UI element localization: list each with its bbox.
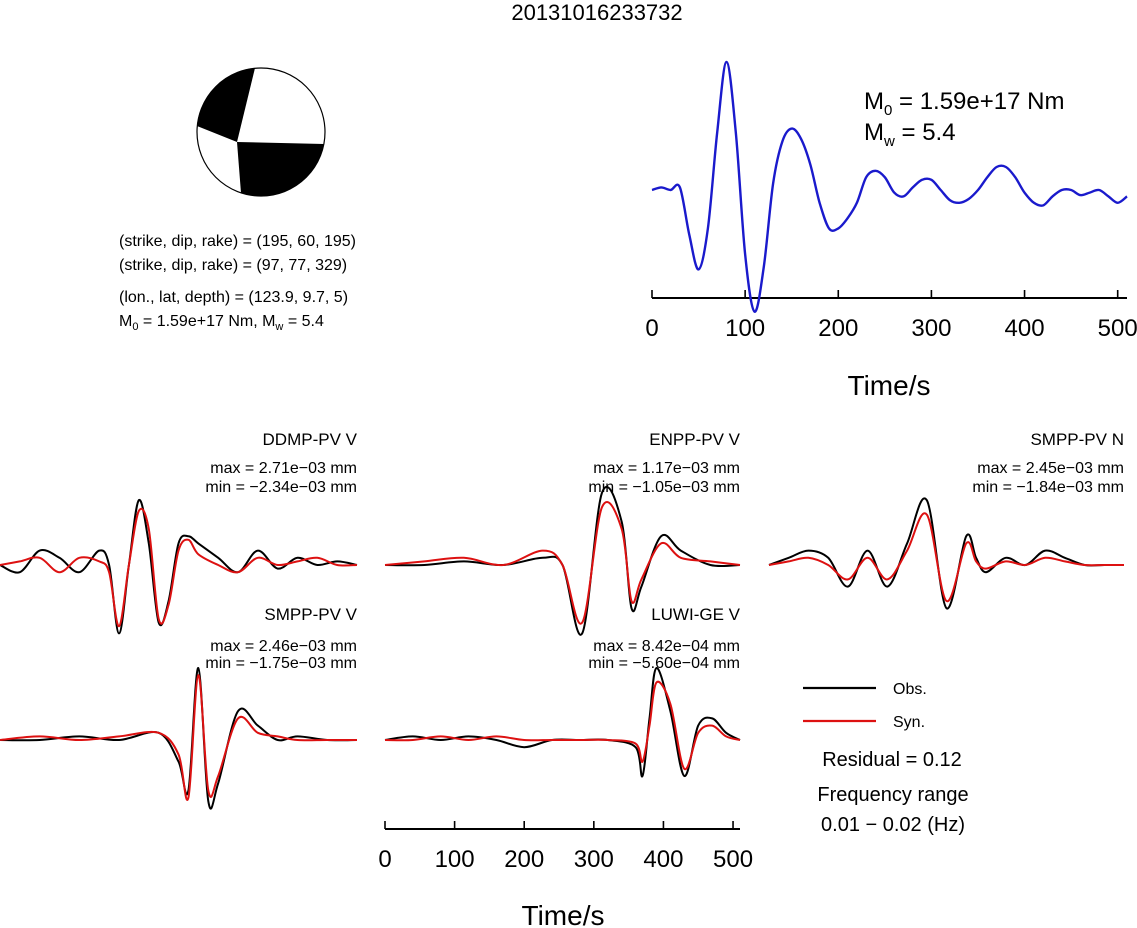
nodal-plane-2: (strike, dip, rake) = (97, 77, 329) — [119, 257, 347, 274]
synthetic-trace — [0, 674, 357, 801]
synthetic-trace — [768, 512, 1124, 603]
station-max: max = 1.17e−03 mm — [593, 460, 740, 477]
stf-tick-label: 400 — [1005, 315, 1045, 342]
waveform-tick-label: 300 — [574, 846, 614, 873]
station-max: max = 2.45e−03 mm — [977, 460, 1124, 477]
station-max: max = 2.71e−03 mm — [210, 460, 357, 477]
stf-x-label: Time/s — [848, 370, 931, 401]
observed-trace — [0, 499, 358, 635]
frequency-range-value: 0.01 − 0.02 (Hz) — [821, 814, 965, 836]
stf-tick-label: 300 — [911, 315, 951, 342]
legend: Obs. Syn. — [803, 681, 927, 731]
moment-summary: M0 = 1.59e+17 Nm, Mw = 5.4 — [119, 313, 324, 333]
observed-trace — [384, 666, 741, 778]
waveform-tick-label: 500 — [713, 846, 753, 873]
beachball-quadrant-lower — [237, 142, 324, 197]
station-label: ENPP-PV V — [649, 430, 740, 449]
beachball-quadrant-upper — [197, 68, 255, 142]
station-label: SMPP-PV N — [1030, 430, 1124, 449]
observed-trace — [384, 485, 741, 636]
waveform-tick-label: 400 — [643, 846, 683, 873]
stf-m0-annotation: M0 = 1.59e+17 Nm — [864, 88, 1064, 119]
station-label: LUWI-GE V — [651, 605, 740, 624]
synthetic-trace — [384, 680, 741, 770]
waveform-tick-label: 0 — [378, 846, 391, 873]
station-min: min = −2.34e−03 mm — [205, 479, 357, 496]
station-min: min = −5.60e−04 mm — [588, 655, 740, 672]
waveform-panel: DDMP-PV V max = 2.71e−03 mm min = −2.34e−0… — [0, 430, 358, 635]
synthetic-trace — [0, 507, 358, 628]
station-min: min = −1.75e−03 mm — [205, 655, 357, 672]
waveform-panels: DDMP-PV V max = 2.71e−03 mm min = −2.34e−0… — [0, 430, 1124, 928]
stf-tick-label: 200 — [818, 315, 858, 342]
beachball-outline — [196, 67, 326, 197]
legend-obs-label: Obs. — [893, 681, 927, 698]
station-min: min = −1.05e−03 mm — [588, 479, 740, 496]
hypocenter: (lon., lat, depth) = (123.9, 9.7, 5) — [119, 289, 348, 306]
stf-curve — [651, 60, 1128, 313]
stf-tick-label: 100 — [725, 315, 765, 342]
event-id-title: 20131016233732 — [511, 0, 682, 25]
waveform-tick-label: 100 — [435, 846, 475, 873]
stf-mw-annotation: Mw = 5.4 — [864, 119, 956, 150]
station-label: SMPP-PV V — [264, 605, 357, 624]
station-max: max = 2.46e−03 mm — [210, 638, 357, 655]
station-max: max = 8.42e−04 mm — [593, 638, 740, 655]
nodal-plane-1: (strike, dip, rake) = (195, 60, 195) — [119, 233, 356, 250]
synthetic-trace — [384, 501, 741, 625]
observed-trace — [768, 497, 1124, 610]
focal-mechanism-beachball — [196, 67, 326, 197]
frequency-range-title: Frequency range — [817, 784, 968, 806]
residual-value: Residual = 0.12 — [822, 749, 962, 771]
source-time-function-plot: 0 100 200 300 400 500 Time/s — [645, 60, 1137, 401]
station-min: min = −1.84e−03 mm — [972, 479, 1124, 496]
waveform-tick-label: 200 — [504, 846, 544, 873]
stf-tick-label: 500 — [1098, 315, 1137, 342]
stf-tick-label: 0 — [645, 315, 658, 342]
waveform-panel: ENPP-PV V max = 1.17e−03 mm min = −1.05e−0… — [384, 430, 741, 636]
waveform-panel: SMPP-PV N max = 2.45e−03 mm min = −1.84e−0… — [768, 430, 1124, 610]
waveform-x-label: Time/s — [522, 900, 605, 928]
station-label: DDMP-PV V — [263, 430, 358, 449]
legend-syn-label: Syn. — [893, 714, 925, 731]
